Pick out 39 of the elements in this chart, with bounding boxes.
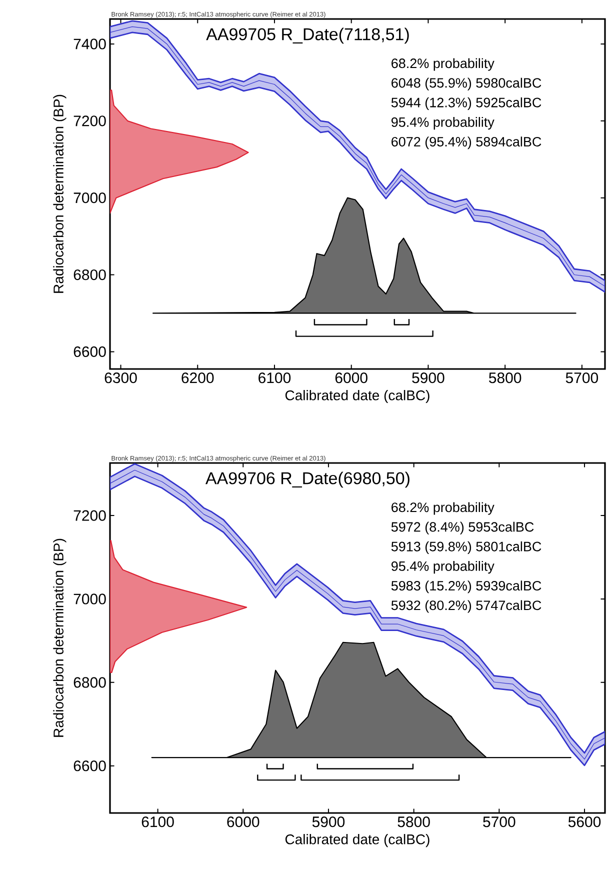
y-tick-label: 6600 (74, 760, 106, 772)
x-axis-title: Calibrated date (calBC) (285, 834, 430, 848)
annotation: 5913 (59.8%) 5801calBC (391, 541, 542, 554)
x-tick-label: 5800 (488, 372, 522, 384)
y-axis-title: Radiocarbon determination (BP) (53, 94, 66, 293)
x-tick-label: 6200 (182, 372, 214, 384)
x-tick-label: 5700 (483, 816, 516, 828)
y-tick-label: 6800 (74, 269, 106, 280)
y-tick-label: 7000 (74, 594, 106, 604)
x-tick-label: 6000 (227, 816, 260, 828)
y-axis-title: Radiocarbon determination (BP) (53, 538, 66, 737)
x-tick-label: 6100 (258, 372, 291, 384)
annotation: 95.4% probability (392, 117, 494, 130)
x-tick-label: 6100 (142, 816, 174, 828)
x-axis-title: Calibrated date (calBC) (285, 390, 430, 404)
annotation: 68.2% probability (392, 58, 494, 71)
y-tick-label: 6800 (74, 677, 106, 688)
annotation: 5983 (15.2%) 5939calBC (391, 580, 542, 594)
y-tick-label: 6600 (74, 346, 106, 357)
annotation: 5944 (12.3%) 5925calBC (391, 97, 542, 110)
x-tick-label: 5800 (398, 816, 430, 828)
x-tick-label: 5700 (566, 372, 598, 384)
x-tick-label: 5900 (312, 816, 345, 828)
annotation: 95.4% probability (391, 561, 494, 574)
chart-title: AA99705 R_Date(7118,51) (206, 28, 409, 44)
chart-title: AA99706 R_Date(6980,50) (205, 472, 410, 488)
x-tick-label: 5600 (568, 816, 601, 828)
y-tick-label: 7200 (74, 510, 106, 521)
annotation: 5932 (80.2%) 5747calBC (391, 600, 542, 613)
annotation: 6072 (95.4%) 5894calBC (392, 136, 542, 150)
annotation: 6048 (55.9%) 5980calBC (392, 78, 542, 90)
annotation: 68.2% probability (392, 502, 494, 515)
y-tick-label: 7400 (74, 38, 106, 50)
x-tick-label: 6300 (104, 372, 137, 384)
y-tick-label: 7200 (74, 116, 106, 126)
y-tick-label: 7000 (74, 192, 106, 204)
x-tick-label: 6000 (335, 372, 368, 384)
x-tick-label: 5900 (412, 372, 444, 384)
annotation: 5972 (8.4%) 5953calBC (391, 522, 534, 534)
